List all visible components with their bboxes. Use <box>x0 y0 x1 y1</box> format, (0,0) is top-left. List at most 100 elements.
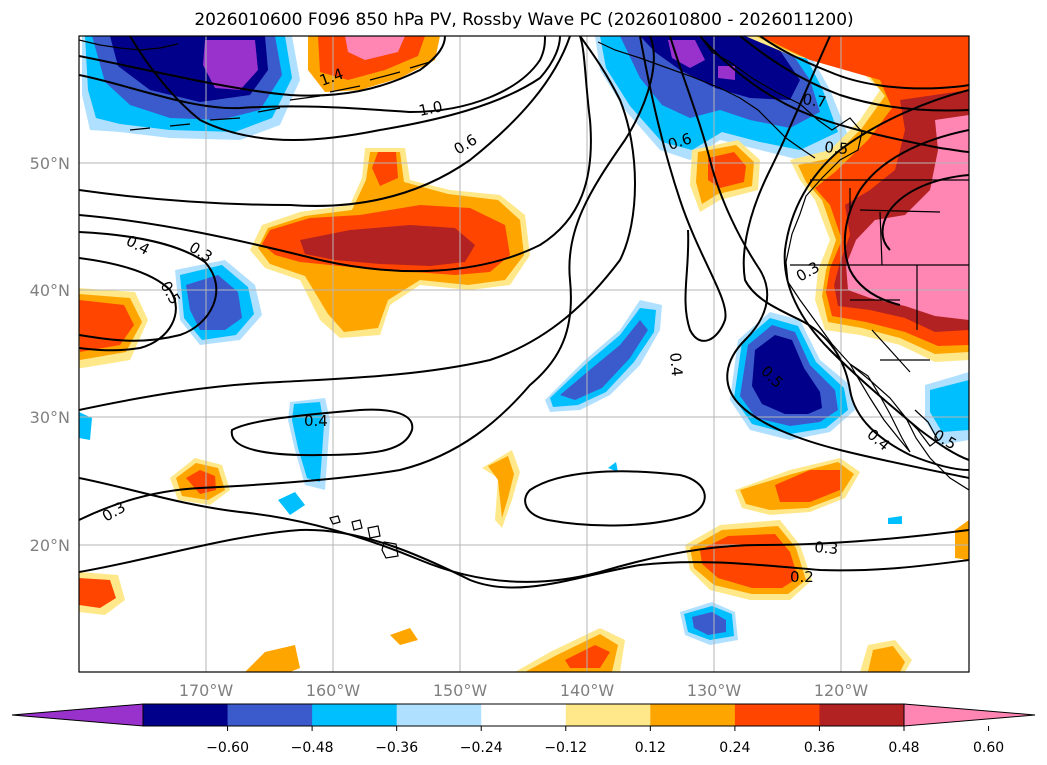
colorbar-segment <box>650 704 736 726</box>
contour-0-4-loop <box>230 408 414 457</box>
contour-0-3-south <box>79 36 655 521</box>
neg-anomaly-small-se <box>888 516 902 524</box>
pos-anomaly-northeast-l5 <box>846 115 969 320</box>
colorbar-extend-min <box>11 703 144 727</box>
hawaii-4 <box>381 541 399 559</box>
neg-anomaly-140w-33n-l3 <box>560 320 648 400</box>
colorbar-segment <box>312 704 398 726</box>
siberia-coast <box>79 39 179 51</box>
north-america-coast <box>699 36 969 491</box>
pos-anomaly-north-l3 <box>345 36 405 60</box>
neg-anomaly-133w-13n-l3 <box>692 612 726 635</box>
colorbar-tick-label: −0.12 <box>544 740 587 756</box>
alaska-coast <box>597 41 816 159</box>
colorbar-tick-label: 0.48 <box>888 740 919 756</box>
colorbar-ticks: −0.60 −0.48 −0.36 −0.24 −0.12 0.12 0.24 0.36 0.4… <box>206 726 1004 756</box>
pos-anomaly-west-edge-l3 <box>79 300 134 352</box>
contour-0-4-east-b <box>639 36 727 342</box>
lat-label-50n: 50°N <box>30 154 70 173</box>
lon-label-170w: 170°W <box>179 681 234 700</box>
contour-1-0 <box>79 36 546 114</box>
contour-0-6 <box>79 36 571 207</box>
contour-0-4-east-a <box>669 36 969 479</box>
contour-label: 0.2 <box>790 568 814 586</box>
pv-contours <box>79 36 969 589</box>
colorbar-tick-label: −0.36 <box>375 740 418 756</box>
colorbar-tick-label: 0.60 <box>973 740 1004 756</box>
hawaii-2 <box>351 519 363 531</box>
pos-anomaly-sw-corner-l2 <box>79 578 116 608</box>
pos-anomaly-bottom-d-l2 <box>868 646 905 672</box>
colorbar-tick-label: 0.24 <box>719 740 750 756</box>
map-frame <box>78 35 970 673</box>
longitude-labels: 170°W 160°W 150°W 140°W 130°W 120°W <box>179 681 869 700</box>
pos-anomaly-bottom-b <box>390 628 418 645</box>
pos-anomaly-145w-25n-l2 <box>488 456 514 518</box>
colorbar-tick-label: 0.12 <box>635 740 666 756</box>
contour-label: 0.3 <box>814 538 839 558</box>
neg-anomaly-small-sw <box>278 492 305 515</box>
neg-anomaly-west-edge <box>79 412 92 440</box>
pos-anomaly-central-l4 <box>300 225 475 266</box>
pos-anomaly-se-a-l3 <box>775 470 840 502</box>
contour-label: 0.7 <box>801 90 827 111</box>
hawaii-3 <box>367 525 381 539</box>
map-panel: 1.0 0.6 1.4 0.4 0.3 0.5 0.4 0.3 0.4 0.5 … <box>78 35 970 673</box>
neg-anomaly-gulf-of-alaska-l5 <box>668 40 735 80</box>
contour-1-4 <box>79 36 446 97</box>
lat-label-20n: 20°N <box>30 536 70 555</box>
colorbar-tick-label: −0.48 <box>291 740 334 756</box>
lat-label-40n: 40°N <box>30 281 70 300</box>
lon-label-120w: 120°W <box>814 681 869 700</box>
lon-label-150w: 150°W <box>433 681 488 700</box>
neg-anomaly-east-edge-l2 <box>930 380 969 432</box>
colorbar-segment <box>565 704 651 726</box>
colorbar-segment <box>734 704 820 726</box>
contour-0-5 <box>79 36 592 273</box>
contour-0-2-south <box>79 528 969 589</box>
contour-0-7-alaska <box>699 36 969 153</box>
colorbar-segments <box>11 703 1036 727</box>
contour-0-5-east <box>742 36 969 471</box>
colorbar-frame <box>142 703 905 727</box>
colorbar-segment <box>819 704 905 726</box>
coastlines <box>79 36 969 559</box>
colorbar-segment <box>481 704 567 726</box>
contour-0-6-ne <box>843 129 969 306</box>
contour-main-mid <box>79 36 636 411</box>
contour-0-3-west <box>79 257 177 352</box>
aleutian-islands <box>129 61 431 131</box>
contour-0-7 <box>129 36 561 141</box>
pv-shading <box>79 36 969 672</box>
colorbar: −0.60 −0.48 −0.36 −0.24 −0.12 0.12 0.24 0.36 0.4… <box>11 703 1036 756</box>
pos-anomaly-bottom-a <box>245 645 300 672</box>
contour-0-3-east <box>79 477 969 583</box>
contour-0-7-ne <box>881 174 969 251</box>
lon-label-130w: 130°W <box>687 681 742 700</box>
neg-anomaly-small-center <box>608 462 618 472</box>
contour-0-4-west <box>79 231 218 342</box>
contour-label: 0.4 <box>304 412 328 430</box>
contour-0-4-central-loop <box>524 470 706 527</box>
neg-anomaly-nw-l5 <box>203 40 258 90</box>
lat-label-30n: 30°N <box>30 408 70 427</box>
neg-anomaly-125w-32n-l4 <box>752 335 822 414</box>
colorbar-segment <box>143 704 229 726</box>
neg-anomaly-165w-30n-l2 <box>292 402 324 482</box>
hawaii-1 <box>329 515 341 525</box>
contour-label: 0.4 <box>666 352 686 377</box>
figure-title: 2026010600 F096 850 hPa PV, Rossby Wave … <box>194 10 853 30</box>
colorbar-segment <box>396 704 482 726</box>
baja-california <box>849 363 911 453</box>
contour-label: 0.5 <box>824 138 849 158</box>
colorbar-tick-label: −0.60 <box>206 740 249 756</box>
pos-anomaly-130w-50n-l3 <box>708 152 746 188</box>
contour-1-4-ne <box>759 36 969 90</box>
latitude-labels: 50°N 40°N 30°N 20°N <box>30 154 70 555</box>
contour-1-0-ne <box>739 36 969 112</box>
lon-label-160w: 160°W <box>306 681 361 700</box>
lon-label-140w: 140°W <box>560 681 615 700</box>
colorbar-segment <box>227 704 313 726</box>
gulf-of-california <box>905 409 939 447</box>
